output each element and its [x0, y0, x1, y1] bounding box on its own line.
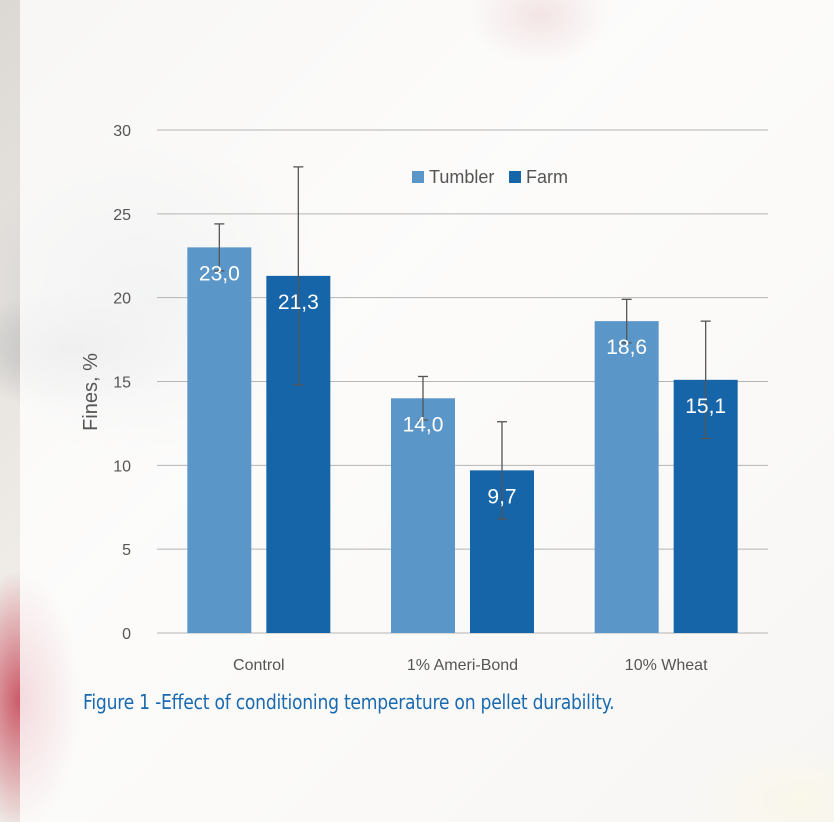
y-tick-label: 25 [113, 207, 131, 224]
gridlines [157, 129, 768, 634]
y-tick-label: 10 [113, 458, 131, 475]
legend-swatch [509, 171, 521, 183]
x-tick-label: 10% Wheat [625, 657, 708, 674]
legend: Tumbler Farm [412, 167, 568, 187]
y-axis-label: Fines, % [80, 353, 102, 431]
x-tick-label: Control [233, 657, 285, 674]
data-label: 21,3 [278, 291, 319, 314]
y-tick-label: 0 [122, 626, 131, 643]
bar [391, 398, 455, 633]
y-tick-label: 5 [122, 542, 131, 559]
legend-entry: Tumbler [429, 167, 494, 187]
bar [594, 321, 659, 633]
y-tick-label: 20 [113, 291, 131, 308]
figure-caption: Figure 1 -Effect of conditioning tempera… [83, 690, 615, 714]
data-label: 9,7 [487, 485, 516, 508]
data-label: 15,1 [685, 395, 726, 418]
data-label: 23,0 [199, 262, 240, 285]
y-tick-label: 15 [113, 375, 131, 392]
bar [187, 247, 252, 633]
bars [187, 247, 738, 633]
data-label: 18,6 [606, 336, 647, 359]
x-tick-labels: Control 1% Ameri-Bond 10% Wheat [233, 657, 708, 674]
legend-swatch [412, 171, 424, 183]
data-label: 14,0 [403, 413, 444, 436]
y-tick-labels: 0 5 10 15 20 25 30 [113, 123, 131, 643]
y-tick-label: 30 [113, 123, 131, 140]
legend-entry: Farm [526, 167, 568, 187]
error-bars [214, 166, 711, 520]
data-labels: 23,0 21,3 14,0 9,7 18,6 15,1 [199, 262, 726, 508]
x-tick-label: 1% Ameri-Bond [407, 657, 518, 674]
